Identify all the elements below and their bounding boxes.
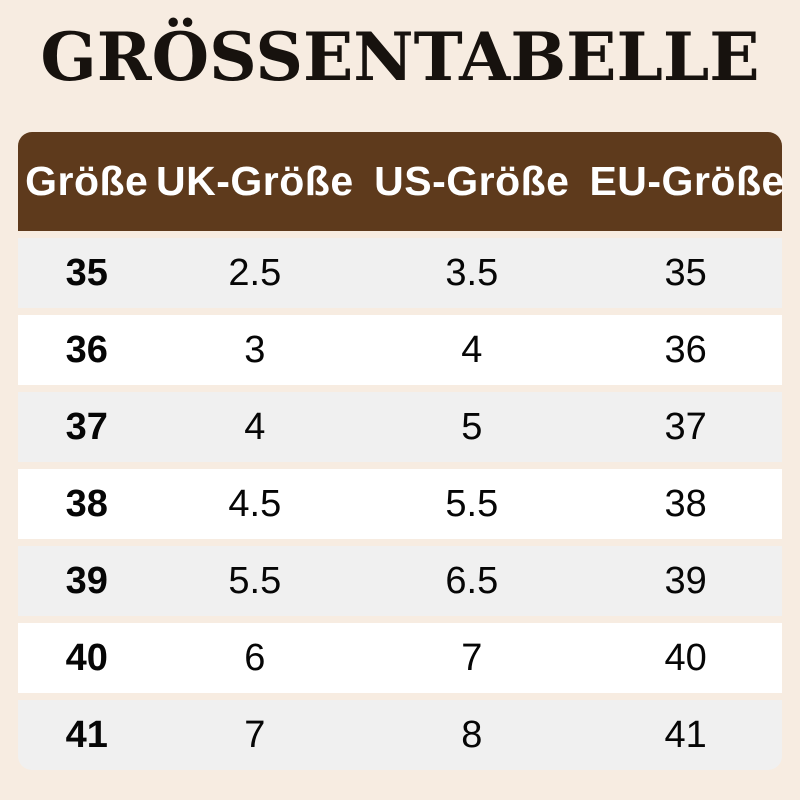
cell-eu: 36 <box>664 328 707 371</box>
page-title: GRÖSSENTABELLE <box>40 18 760 96</box>
cell-uk: 5.5 <box>228 559 282 602</box>
cell-uk: 6 <box>244 636 266 679</box>
table-header-row: Größe UK-Größe US-Größe EU-Größe <box>18 132 785 231</box>
cell-uk: 7 <box>244 713 266 756</box>
cell-size: 37 <box>65 405 108 448</box>
cell-eu: 35 <box>664 251 707 294</box>
cell-uk: 4 <box>244 405 266 448</box>
cell-eu: 40 <box>664 636 707 679</box>
cell-us: 7 <box>461 636 483 679</box>
column-header-uk-groesse: UK-Größe <box>156 158 354 204</box>
table-row: 36 3 4 36 <box>18 315 782 385</box>
column-header-us-groesse: US-Größe <box>374 158 570 204</box>
cell-us: 6.5 <box>445 559 499 602</box>
cell-eu: 38 <box>664 482 707 525</box>
cell-eu: 37 <box>664 405 707 448</box>
cell-us: 5.5 <box>445 482 499 525</box>
table-row: 37 4 5 37 <box>18 392 782 462</box>
cell-us: 4 <box>461 328 483 371</box>
table-row: 40 6 7 40 <box>18 623 782 693</box>
cell-us: 3.5 <box>445 251 499 294</box>
cell-uk: 2.5 <box>228 251 282 294</box>
table-row: 35 2.5 3.5 35 <box>18 238 782 308</box>
cell-us: 8 <box>461 713 483 756</box>
cell-eu: 39 <box>664 559 707 602</box>
cell-size: 36 <box>65 328 108 371</box>
table-row: 41 7 8 41 <box>18 700 782 770</box>
cell-uk: 3 <box>244 328 266 371</box>
size-chart-table: Größe UK-Größe US-Größe EU-Größe 35 2.5 … <box>18 132 785 770</box>
cell-size: 35 <box>65 251 108 294</box>
column-header-groesse: Größe <box>25 158 149 204</box>
cell-size: 40 <box>65 636 108 679</box>
cell-size: 38 <box>65 482 108 525</box>
cell-size: 41 <box>65 713 108 756</box>
cell-uk: 4.5 <box>228 482 282 525</box>
table-row: 39 5.5 6.5 39 <box>18 546 782 616</box>
cell-size: 39 <box>65 559 108 602</box>
cell-us: 5 <box>461 405 483 448</box>
table-row: 38 4.5 5.5 38 <box>18 469 782 539</box>
column-header-eu-groesse: EU-Größe <box>589 158 785 204</box>
cell-eu: 41 <box>664 713 707 756</box>
